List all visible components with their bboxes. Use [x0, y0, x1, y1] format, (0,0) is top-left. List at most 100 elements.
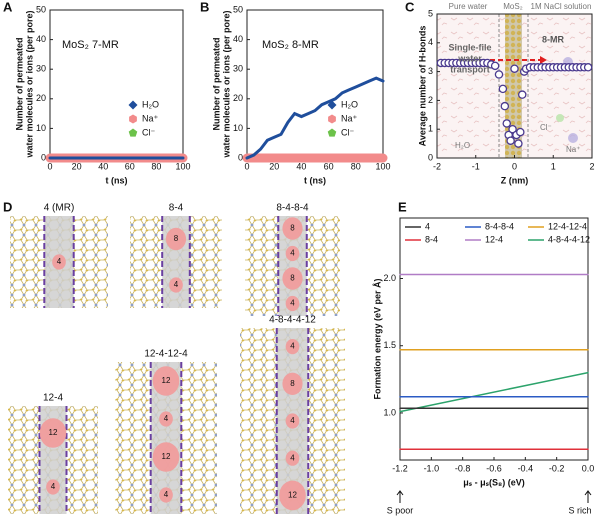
- x-tick-label: -2: [433, 161, 441, 171]
- x-tick-label: 2: [589, 161, 594, 171]
- ring-blob: [285, 245, 300, 262]
- x-tick-label: 20: [269, 161, 279, 171]
- ring-label: 4: [290, 342, 295, 351]
- x-tick-label: 0: [512, 161, 517, 171]
- ring-blob: [46, 479, 60, 495]
- data-point: [508, 124, 517, 134]
- legend-label: Cl⁻: [142, 127, 155, 137]
- ring-label: 4: [290, 416, 295, 425]
- structure-title: 8-4: [169, 203, 184, 214]
- ring-label: 4: [290, 299, 295, 308]
- y-tick-label: 30: [36, 64, 46, 74]
- structure-title: 12-4: [43, 393, 63, 404]
- ring-blob: [285, 339, 300, 355]
- ring-blob: [152, 366, 180, 396]
- callout: Single-file: [448, 42, 491, 52]
- structure-title: 12-4-12-4: [144, 349, 188, 360]
- plot-frame: [399, 217, 589, 461]
- ring-blob: [159, 487, 173, 503]
- data-point: [506, 136, 515, 145]
- ring-label: 4: [164, 414, 169, 423]
- ion-icon: [556, 114, 564, 122]
- x-tick-label: 0.0: [582, 463, 595, 473]
- y-tick-label: 10: [36, 123, 46, 133]
- y-axis-title: Average number of H-bonds: [417, 26, 427, 147]
- region-label: MoS₂: [503, 2, 523, 11]
- y-tick-label: 0: [238, 152, 243, 162]
- ring-label: 8: [290, 274, 295, 283]
- x-tick-label: 60: [125, 161, 135, 171]
- legend-label: 8-4: [425, 234, 438, 244]
- x-tick-label: -0.8: [455, 463, 471, 473]
- ring-label: 8: [290, 379, 295, 388]
- data-point: [510, 64, 519, 73]
- y-tick-label: 0: [41, 152, 46, 162]
- x-tick-label: 0: [47, 161, 52, 171]
- data-point: [518, 90, 527, 99]
- structure-title: 4 (MR): [44, 203, 75, 214]
- series-line: [399, 371, 589, 413]
- legend-label: 12-4-12-4: [548, 221, 587, 231]
- ring-blob: [285, 413, 300, 429]
- ring-label: 4: [57, 257, 62, 266]
- x-tick-label: -1: [472, 161, 480, 171]
- ring-blob: [165, 227, 187, 251]
- y-tick-label: 40: [36, 34, 46, 44]
- series-line: [245, 76, 385, 160]
- ring-label: 12: [162, 376, 171, 385]
- x-axis-title: μₛ - μₛ(S₈) (eV): [463, 477, 524, 487]
- ring-blob: [285, 450, 300, 466]
- annotation: S rich: [568, 505, 591, 515]
- legend-label: Na⁺: [142, 113, 159, 123]
- ring-label: 12: [288, 491, 297, 500]
- y-tick-label: 2: [428, 95, 433, 105]
- ring-blob: [282, 372, 303, 395]
- ring-label: 8: [290, 224, 295, 233]
- x-tick-label: 100: [175, 161, 190, 171]
- legend-label: 4-8-4-4-12: [548, 234, 590, 244]
- x-tick-label: 0: [244, 161, 249, 171]
- ring-label: 8: [174, 234, 179, 243]
- structure-title: 4-8-4-4-12: [269, 315, 316, 326]
- panel-letter: E: [398, 199, 407, 214]
- y-tick-label: 4: [428, 37, 433, 47]
- x-tick-label: 80: [351, 161, 361, 171]
- panel-letter: B: [200, 0, 209, 14]
- data-point: [502, 119, 511, 128]
- callout: transport: [450, 64, 490, 74]
- ring-blob: [282, 267, 303, 290]
- callout: Na⁺: [566, 145, 580, 154]
- ring-blob: [52, 254, 66, 270]
- legend-label: H₂O: [341, 99, 358, 109]
- data-point: [516, 127, 525, 137]
- y-axis-title: Number of permeated: [211, 37, 221, 130]
- flow-arrowhead: [540, 56, 547, 64]
- callout: water: [457, 53, 482, 63]
- ring-label: 4: [51, 482, 56, 491]
- ring-blob: [159, 411, 173, 427]
- x-axis-title: t (ns): [106, 175, 128, 185]
- ring-label: 4: [164, 490, 169, 499]
- ring-blob: [279, 480, 306, 511]
- y-tick-label: 1: [428, 124, 433, 134]
- y-axis-title: water molecules or ions (per pore): [24, 10, 34, 158]
- x-tick-label: 20: [72, 161, 82, 171]
- y-tick-label: 2.0: [383, 273, 396, 283]
- y-tick-label: 1.5: [383, 340, 396, 350]
- x-axis-title: t (ns): [304, 175, 326, 185]
- ring-blob: [152, 442, 180, 472]
- chart-title: MoS₂ 7-MR: [62, 39, 119, 51]
- data-point: [514, 139, 523, 148]
- x-tick-label: 80: [151, 161, 161, 171]
- data-point: [494, 70, 504, 79]
- ring-label: 4: [290, 453, 295, 462]
- ring-blob: [285, 295, 300, 312]
- ring-label: 12: [162, 452, 171, 461]
- s-rich-arrow: [584, 490, 592, 503]
- y-tick-label: 20: [233, 93, 243, 103]
- legend-marker: [128, 100, 138, 110]
- legend-label: H₂O: [142, 99, 159, 109]
- legend-label: Cl⁻: [341, 127, 354, 137]
- legend-marker: [128, 128, 138, 137]
